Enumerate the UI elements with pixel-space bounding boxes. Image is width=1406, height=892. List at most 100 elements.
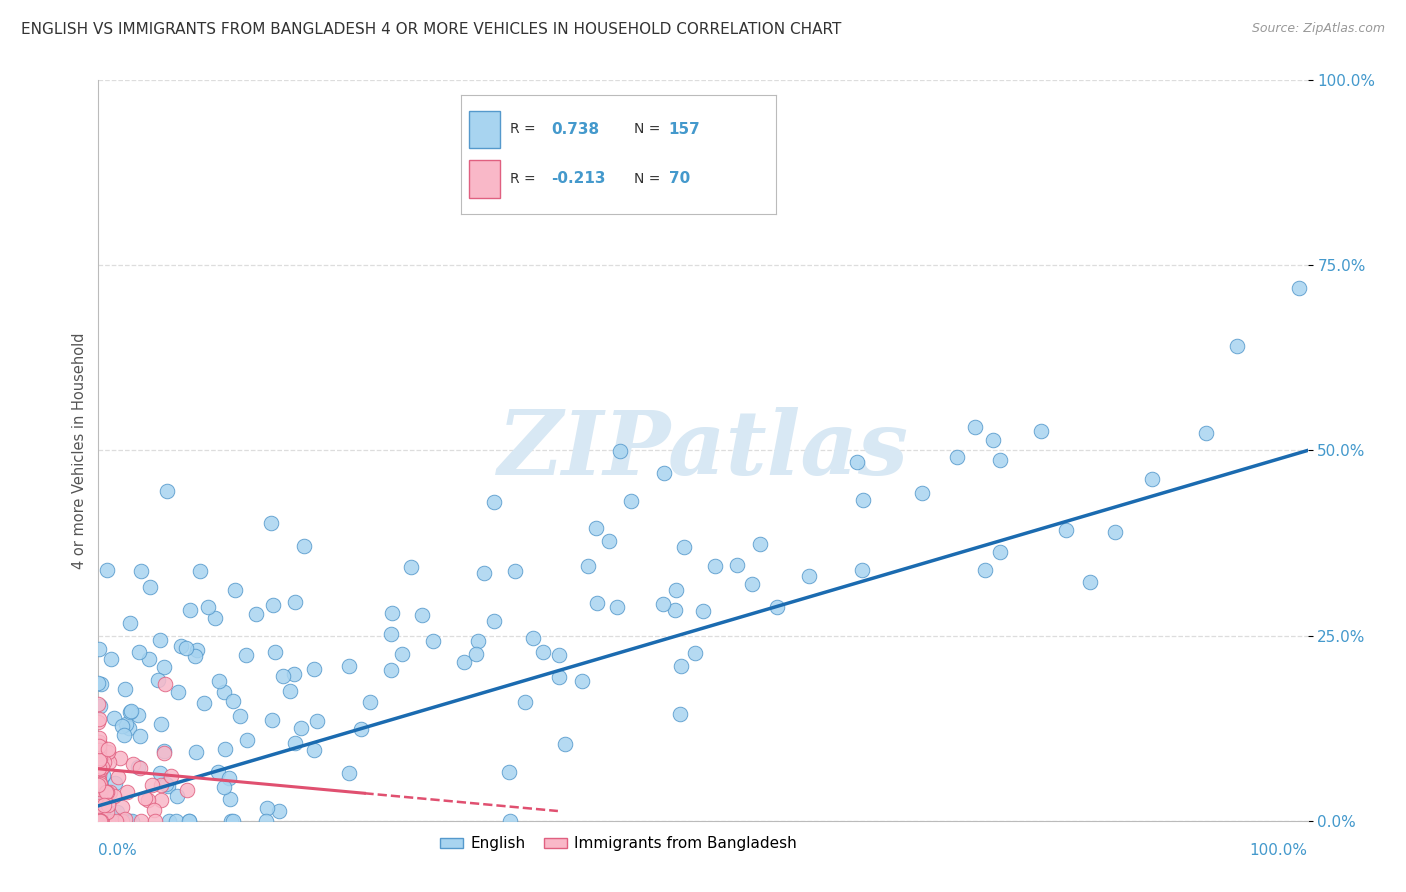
Point (498, 764, 520, 779)
Point (467, 634, 489, 648)
Point (136, 793, 159, 807)
Point (673, 540, 696, 554)
Point (153, 746, 176, 760)
Point (845, 455, 868, 469)
Point (174, 640, 197, 655)
Point (89, 751, 111, 765)
Point (89, 773, 111, 788)
Point (121, 756, 143, 771)
Point (547, 670, 569, 684)
Point (87, 734, 110, 748)
Point (983, 434, 1005, 448)
Point (90, 762, 112, 776)
Point (96, 563, 118, 577)
Point (302, 662, 325, 676)
Text: ZIPatlas: ZIPatlas (498, 408, 908, 493)
Point (554, 737, 576, 751)
Point (89, 814, 111, 828)
Point (212, 684, 235, 698)
Point (97, 741, 120, 756)
Point (284, 595, 307, 609)
Point (156, 484, 179, 499)
Point (150, 717, 173, 731)
Point (1029, 425, 1052, 439)
Point (278, 683, 301, 698)
Point (465, 648, 488, 662)
Point (391, 647, 413, 661)
Point (139, 580, 162, 594)
Point (380, 627, 402, 641)
Point (797, 569, 820, 583)
Point (100, 814, 122, 828)
Point (127, 707, 149, 722)
Point (103, 711, 125, 725)
Point (90, 746, 112, 760)
Point (1140, 472, 1163, 486)
Point (87, 756, 110, 770)
Point (97, 798, 120, 813)
Point (214, 742, 236, 756)
Point (146, 673, 169, 687)
Point (973, 563, 995, 577)
Point (576, 559, 599, 574)
Point (522, 631, 544, 645)
Point (267, 804, 290, 818)
Point (263, 645, 285, 659)
Point (89, 774, 111, 789)
Point (90, 781, 112, 796)
Point (111, 719, 134, 733)
Point (96, 805, 118, 820)
Point (118, 814, 141, 828)
Point (381, 607, 404, 621)
Point (259, 516, 281, 531)
Point (87, 804, 110, 818)
Text: 100.0%: 100.0% (1250, 843, 1308, 858)
Point (1054, 523, 1077, 537)
Point (94, 745, 117, 759)
Point (167, 685, 190, 699)
Point (121, 814, 143, 828)
Point (359, 695, 381, 709)
Point (208, 673, 231, 688)
Point (184, 746, 207, 760)
Point (105, 805, 128, 820)
Point (127, 760, 149, 774)
Point (166, 789, 188, 803)
Point (90, 677, 112, 691)
Point (472, 566, 495, 580)
Point (134, 791, 156, 805)
Point (422, 634, 444, 648)
Point (235, 648, 257, 662)
Point (141, 778, 163, 792)
Point (89, 738, 111, 752)
Point (399, 559, 422, 574)
Point (129, 564, 152, 578)
Point (90, 754, 112, 768)
Point (350, 723, 373, 737)
Point (380, 663, 402, 677)
Point (87, 761, 110, 775)
Point (87, 676, 110, 690)
Point (254, 814, 277, 828)
Point (118, 705, 141, 719)
Point (149, 633, 172, 648)
Point (664, 602, 686, 616)
Point (290, 721, 312, 735)
Point (97, 814, 120, 828)
Point (89, 814, 111, 828)
Point (499, 814, 522, 828)
Point (852, 493, 875, 508)
Point (129, 761, 152, 775)
Point (484, 495, 506, 509)
Point (188, 564, 211, 578)
Point (89, 739, 111, 753)
Point (170, 639, 193, 653)
Point (218, 792, 240, 806)
Point (988, 453, 1011, 467)
Point (1226, 339, 1249, 353)
Point (1078, 575, 1101, 590)
Point (222, 694, 245, 708)
Point (157, 814, 180, 828)
Point (107, 770, 129, 784)
Point (186, 643, 208, 657)
